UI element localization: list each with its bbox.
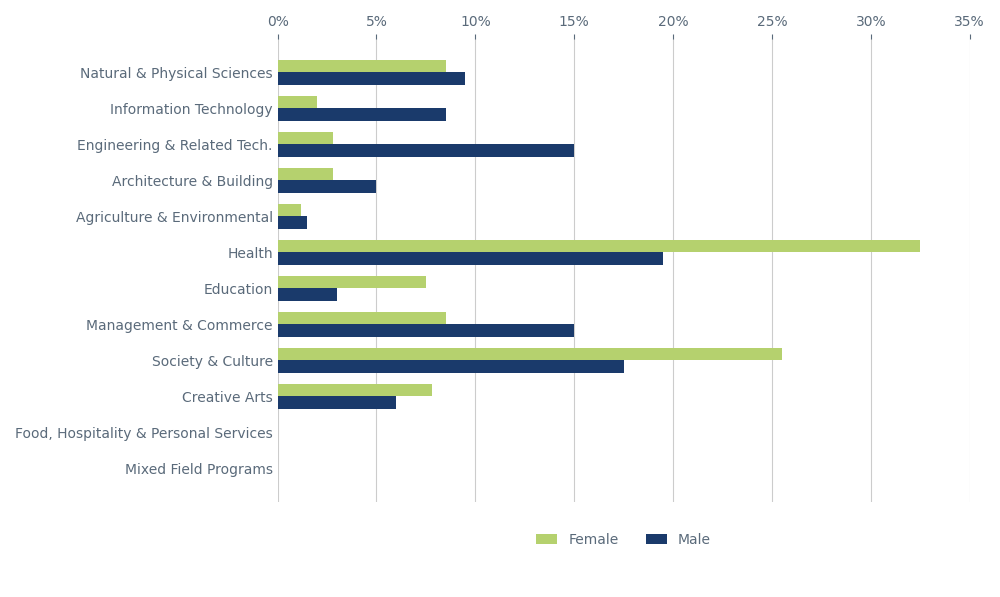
Bar xyxy=(278,239,920,252)
Bar xyxy=(278,72,465,85)
Bar xyxy=(278,276,426,288)
Bar xyxy=(278,396,396,409)
Bar xyxy=(278,96,317,108)
Bar xyxy=(278,144,574,157)
Legend: Female, Male: Female, Male xyxy=(531,527,717,552)
Bar xyxy=(278,324,574,337)
Bar xyxy=(278,60,446,72)
Bar xyxy=(278,360,624,373)
Bar xyxy=(278,347,782,360)
Bar xyxy=(278,383,432,396)
Bar xyxy=(278,108,446,121)
Bar xyxy=(278,204,301,216)
Bar xyxy=(278,132,333,144)
Bar xyxy=(278,252,663,265)
Bar xyxy=(278,312,446,324)
Bar xyxy=(278,216,307,229)
Bar xyxy=(278,168,333,180)
Bar xyxy=(278,180,376,193)
Bar xyxy=(278,288,337,301)
